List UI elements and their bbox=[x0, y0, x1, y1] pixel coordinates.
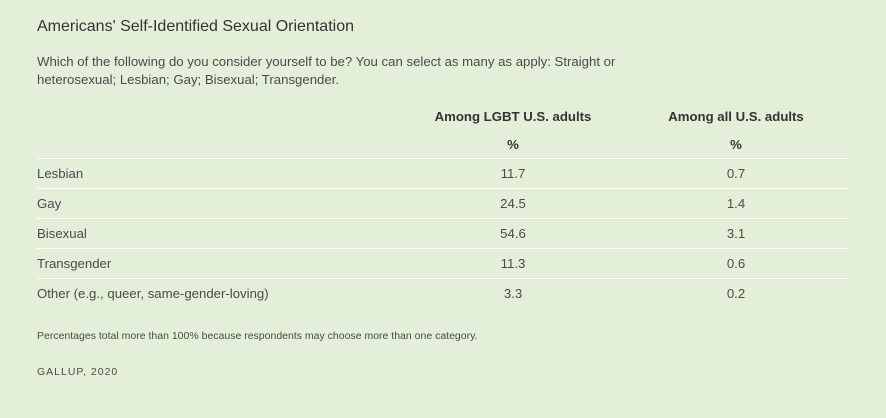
footnote: Percentages total more than 100% because… bbox=[37, 330, 478, 342]
table-row: Transgender 11.3 0.6 bbox=[37, 248, 848, 279]
cell-value-all: 0.7 bbox=[624, 158, 848, 189]
row-label: Bisexual bbox=[37, 218, 402, 249]
header-blank bbox=[37, 102, 402, 130]
cell-value-lgbt: 24.5 bbox=[402, 188, 624, 219]
survey-question: Which of the following do you consider y… bbox=[37, 54, 616, 87]
row-label: Gay bbox=[37, 188, 402, 219]
data-table: Among LGBT U.S. adults Among all U.S. ad… bbox=[37, 102, 848, 308]
row-label: Lesbian bbox=[37, 158, 402, 189]
cell-value-lgbt: 3.3 bbox=[503, 286, 523, 301]
cell-value-lgbt: 11.3 bbox=[402, 248, 624, 279]
unit-label-all: % bbox=[624, 130, 848, 159]
row-label: Other (e.g., queer, same-gender-loving) bbox=[37, 286, 269, 301]
table-row: Gay 24.5 1.4 bbox=[37, 188, 848, 219]
chart-title: Americans' Self-Identified Sexual Orient… bbox=[37, 18, 354, 35]
column-header-lgbt: Among LGBT U.S. adults bbox=[434, 108, 592, 124]
cell-value-all: 3.1 bbox=[624, 218, 848, 249]
unit-blank bbox=[37, 130, 402, 159]
unit-row: % % bbox=[37, 130, 848, 159]
cell-value-all: 1.4 bbox=[624, 188, 848, 219]
table-row: Bisexual 54.6 3.1 bbox=[37, 218, 848, 249]
row-label: Transgender bbox=[37, 248, 402, 279]
cell-value-lgbt: 54.6 bbox=[402, 218, 624, 249]
source-credit: GALLUP, 2020 bbox=[37, 366, 119, 378]
column-header-all: Among all U.S. adults bbox=[668, 108, 804, 124]
cell-value-lgbt: 11.7 bbox=[402, 158, 624, 189]
table-body: Lesbian 11.7 0.7 Gay 24.5 1.4 Bisexual 54.6 3.1 T… bbox=[37, 158, 848, 309]
cell-value-all: 0.6 bbox=[624, 248, 848, 279]
table-row: Other (e.g., queer, same-gender-loving) 3… bbox=[37, 279, 848, 309]
cell-value-all: 0.2 bbox=[726, 286, 746, 301]
header-row: Among LGBT U.S. adults Among all U.S. ad… bbox=[37, 102, 848, 130]
unit-label-lgbt: % bbox=[402, 130, 624, 159]
table-row: Lesbian 11.7 0.7 bbox=[37, 158, 848, 189]
